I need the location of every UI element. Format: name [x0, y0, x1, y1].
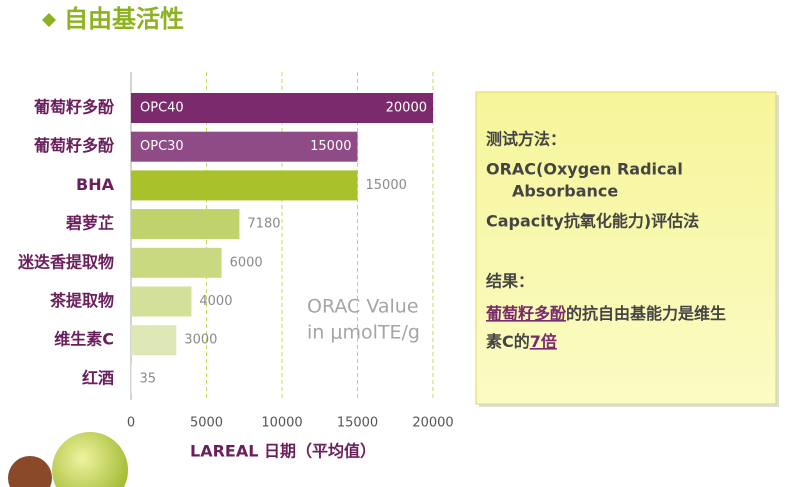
grape-image: [52, 432, 128, 487]
value-label: 15000: [366, 178, 407, 193]
category-label: 葡萄籽多酚: [33, 136, 115, 155]
highlight: 7倍: [530, 332, 557, 351]
value-label: 20000: [386, 101, 427, 116]
bar: [131, 209, 240, 240]
category-label: BHA: [76, 175, 115, 194]
x-tick-label: 10000: [261, 416, 302, 431]
x-tick-label: 0: [127, 416, 135, 431]
annotation: ORAC Value: [307, 296, 419, 318]
bar: [131, 131, 358, 162]
category-label: 茶提取物: [49, 291, 114, 310]
category-label: 葡萄籽多酚: [33, 98, 115, 117]
slide-title: 自由基活性: [64, 5, 184, 33]
category-label: 迷迭香提取物: [17, 252, 114, 271]
value-label: 35: [140, 371, 157, 386]
seed-powder-image: [8, 456, 52, 487]
x-tick-label: 20000: [412, 416, 453, 431]
value-label: 3000: [184, 333, 217, 348]
value-label: 6000: [230, 255, 263, 270]
result-heading: 结果：: [485, 272, 534, 291]
method-line: ORAC(Oxygen Radical: [486, 160, 683, 179]
category-label: 维生素C: [54, 330, 114, 349]
method-line: Absorbance: [512, 182, 618, 201]
value-label: 4000: [199, 294, 232, 309]
chart: 0 5000 10000 15000 20000 LAREAL 日期（平均值） ORAC V…: [17, 72, 454, 461]
highlight: 葡萄籽多酚: [485, 304, 567, 323]
result-line: 素C的7倍: [486, 332, 557, 351]
bar: [131, 286, 192, 317]
x-axis-label: LAREAL 日期（平均值）: [190, 442, 376, 461]
value-label: 7180: [247, 217, 280, 232]
bar: [131, 325, 177, 356]
bar: [131, 170, 358, 201]
x-tick-label: 15000: [337, 416, 378, 431]
x-tick-label: 5000: [190, 416, 223, 431]
category-label: 碧萝芷: [65, 214, 114, 233]
bar-label: OPC40: [140, 101, 184, 116]
annotation: in μmolTE/g: [307, 322, 420, 344]
method-line: Capacity抗氧化能力)评估法: [486, 212, 699, 231]
category-label: 红酒: [82, 368, 114, 387]
value-label: 15000: [310, 139, 351, 154]
text: 素C的: [486, 332, 530, 351]
bar: [131, 93, 433, 123]
method-heading: 测试方法：: [486, 130, 566, 149]
text-box: [475, 91, 777, 405]
bar: [131, 247, 222, 278]
text: 的抗自由基能力是维生: [566, 304, 726, 323]
result-line: 葡萄籽多酚的抗自由基能力是维生: [485, 304, 726, 323]
title-icon: [42, 13, 56, 27]
bar: [131, 363, 132, 394]
bar-label: OPC30: [140, 139, 184, 154]
